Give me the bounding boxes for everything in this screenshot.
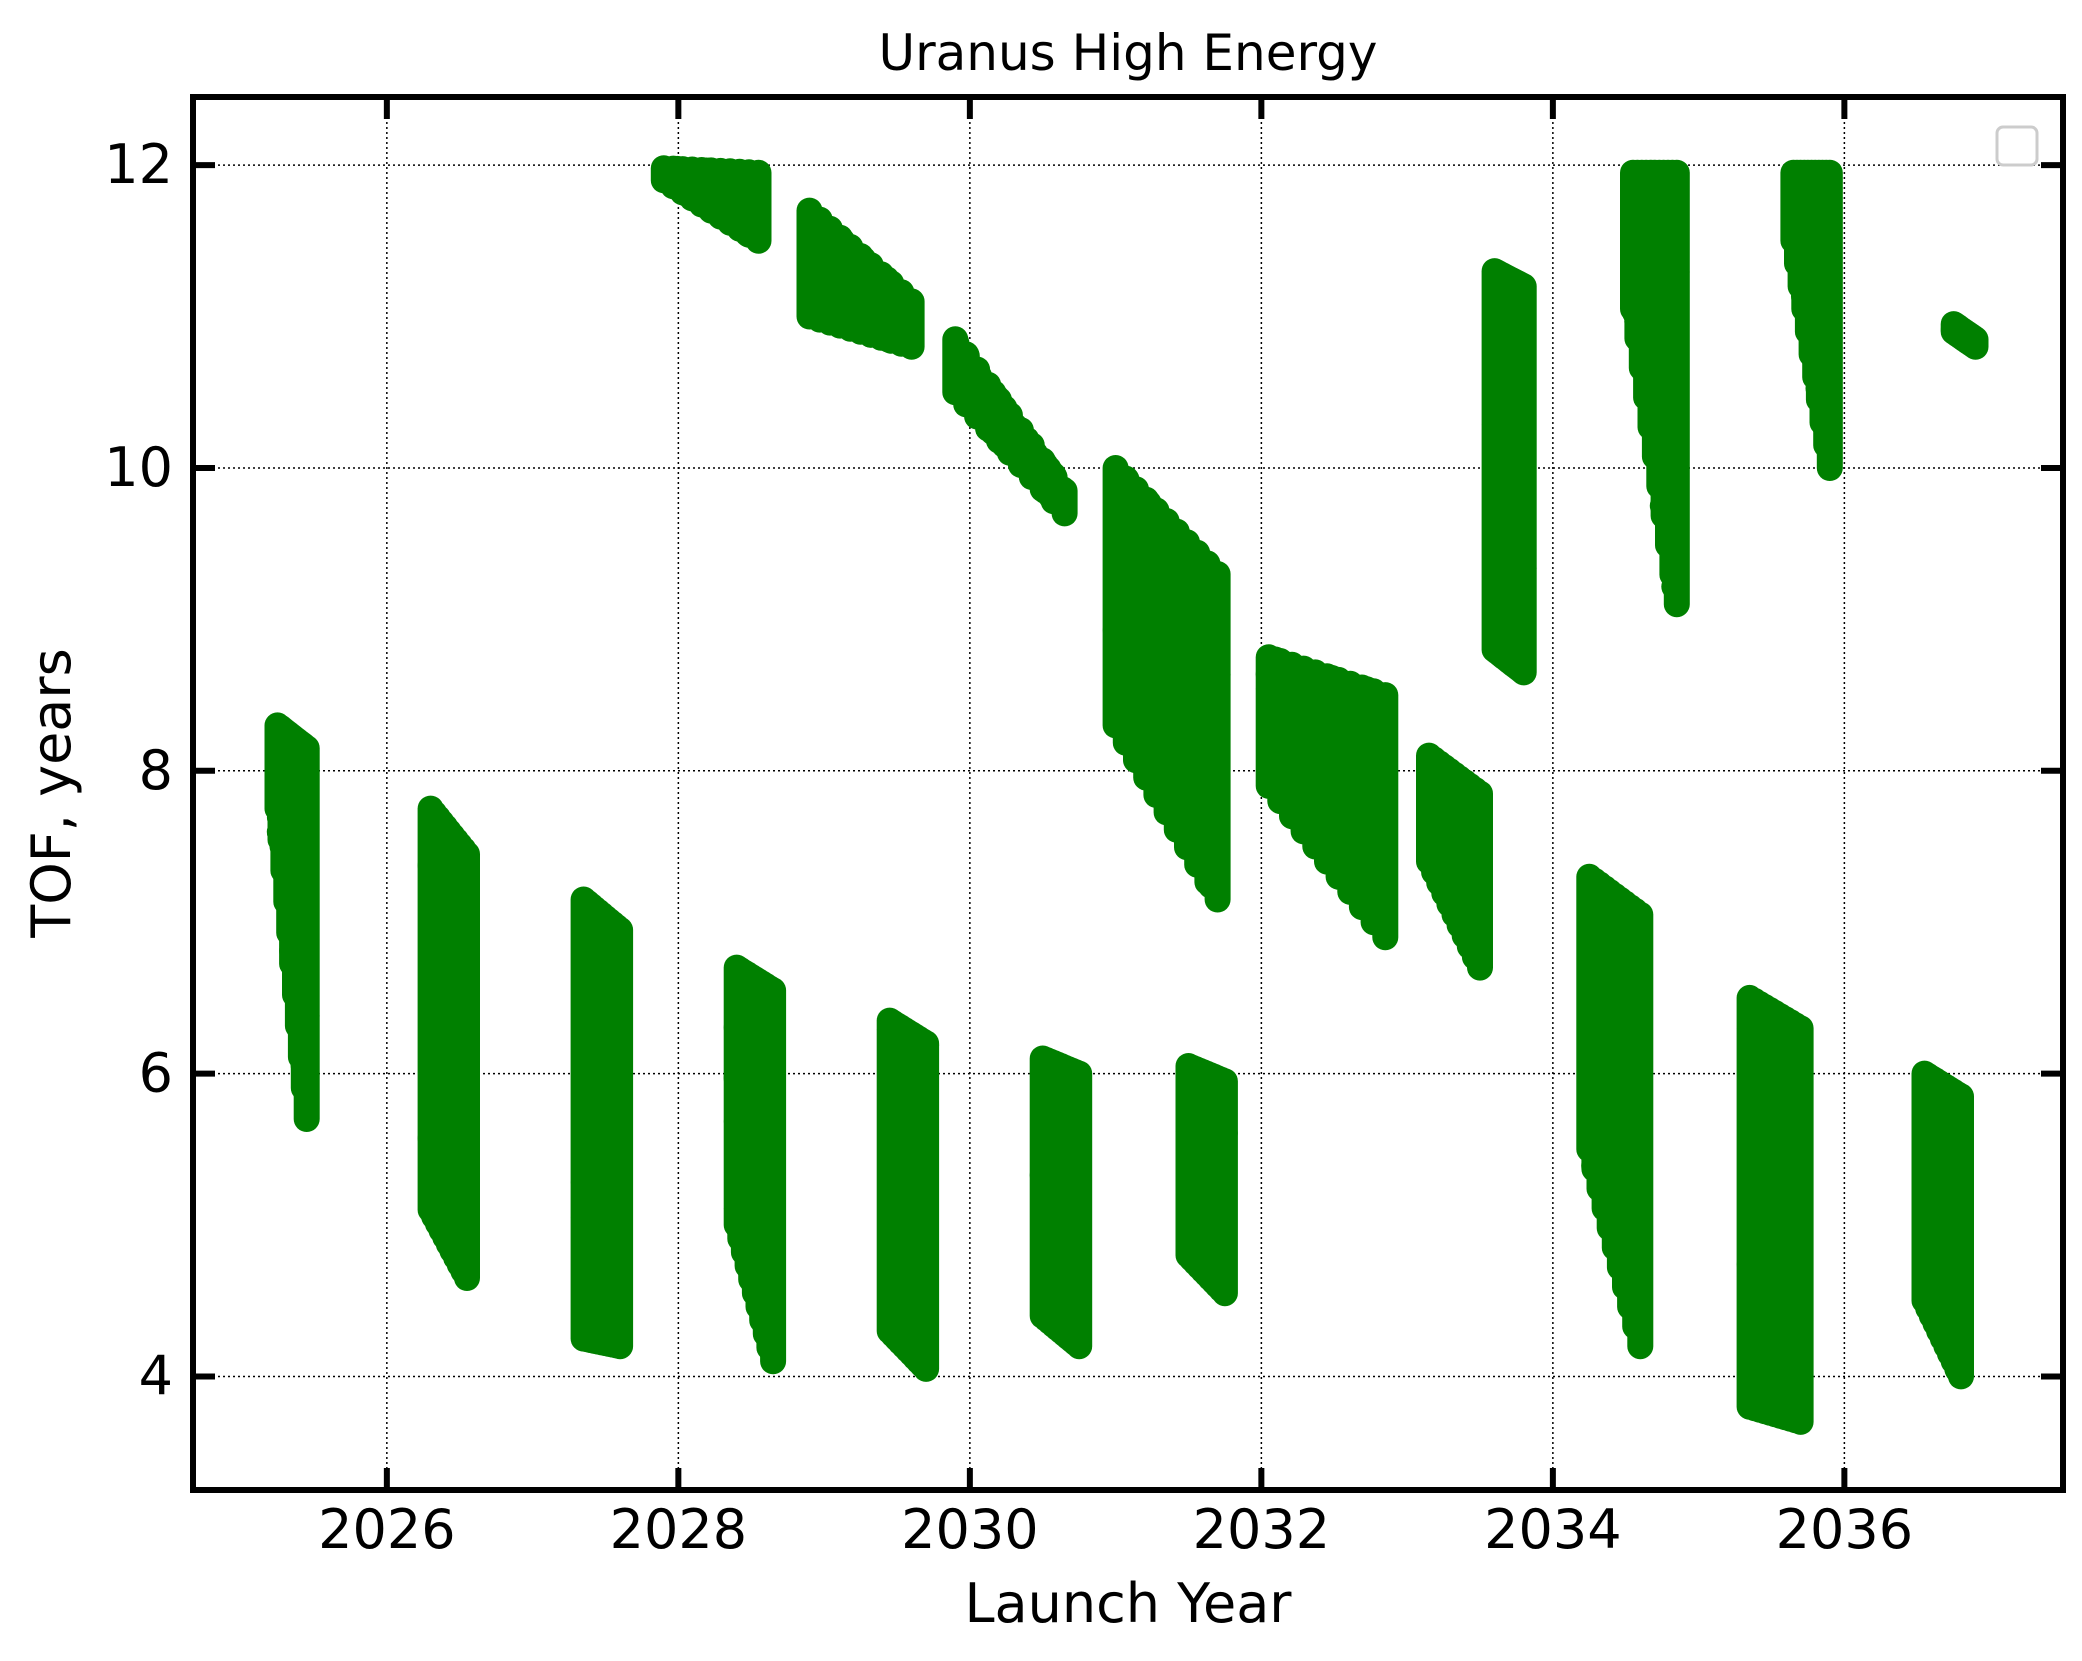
x-tick-label: 2032	[1193, 1498, 1330, 1561]
legend-box	[1995, 125, 2039, 167]
x-tick-label: 2028	[610, 1498, 747, 1561]
chart-title: Uranus High Energy	[879, 24, 1378, 82]
y-tick-label: 12	[104, 133, 173, 196]
x-tick-label: 2034	[1484, 1498, 1621, 1561]
x-tick-label: 2030	[901, 1498, 1038, 1561]
y-tick-label: 10	[104, 436, 173, 499]
y-tick-label: 8	[139, 739, 173, 802]
y-tick-label: 4	[139, 1344, 173, 1407]
axis-ticks: 2026 2028 2030 2032 2034 2036 4 6 8 10 12	[104, 97, 2063, 1561]
y-tick-label: 6	[139, 1042, 173, 1105]
y-axis-label: TOF, years	[20, 648, 83, 939]
plot-frame	[190, 94, 2066, 1493]
scatter-points	[264, 155, 1989, 1435]
x-tick-label: 2036	[1776, 1498, 1913, 1561]
x-axis-label: Launch Year	[964, 1572, 1292, 1635]
x-tick-label: 2026	[318, 1498, 455, 1561]
